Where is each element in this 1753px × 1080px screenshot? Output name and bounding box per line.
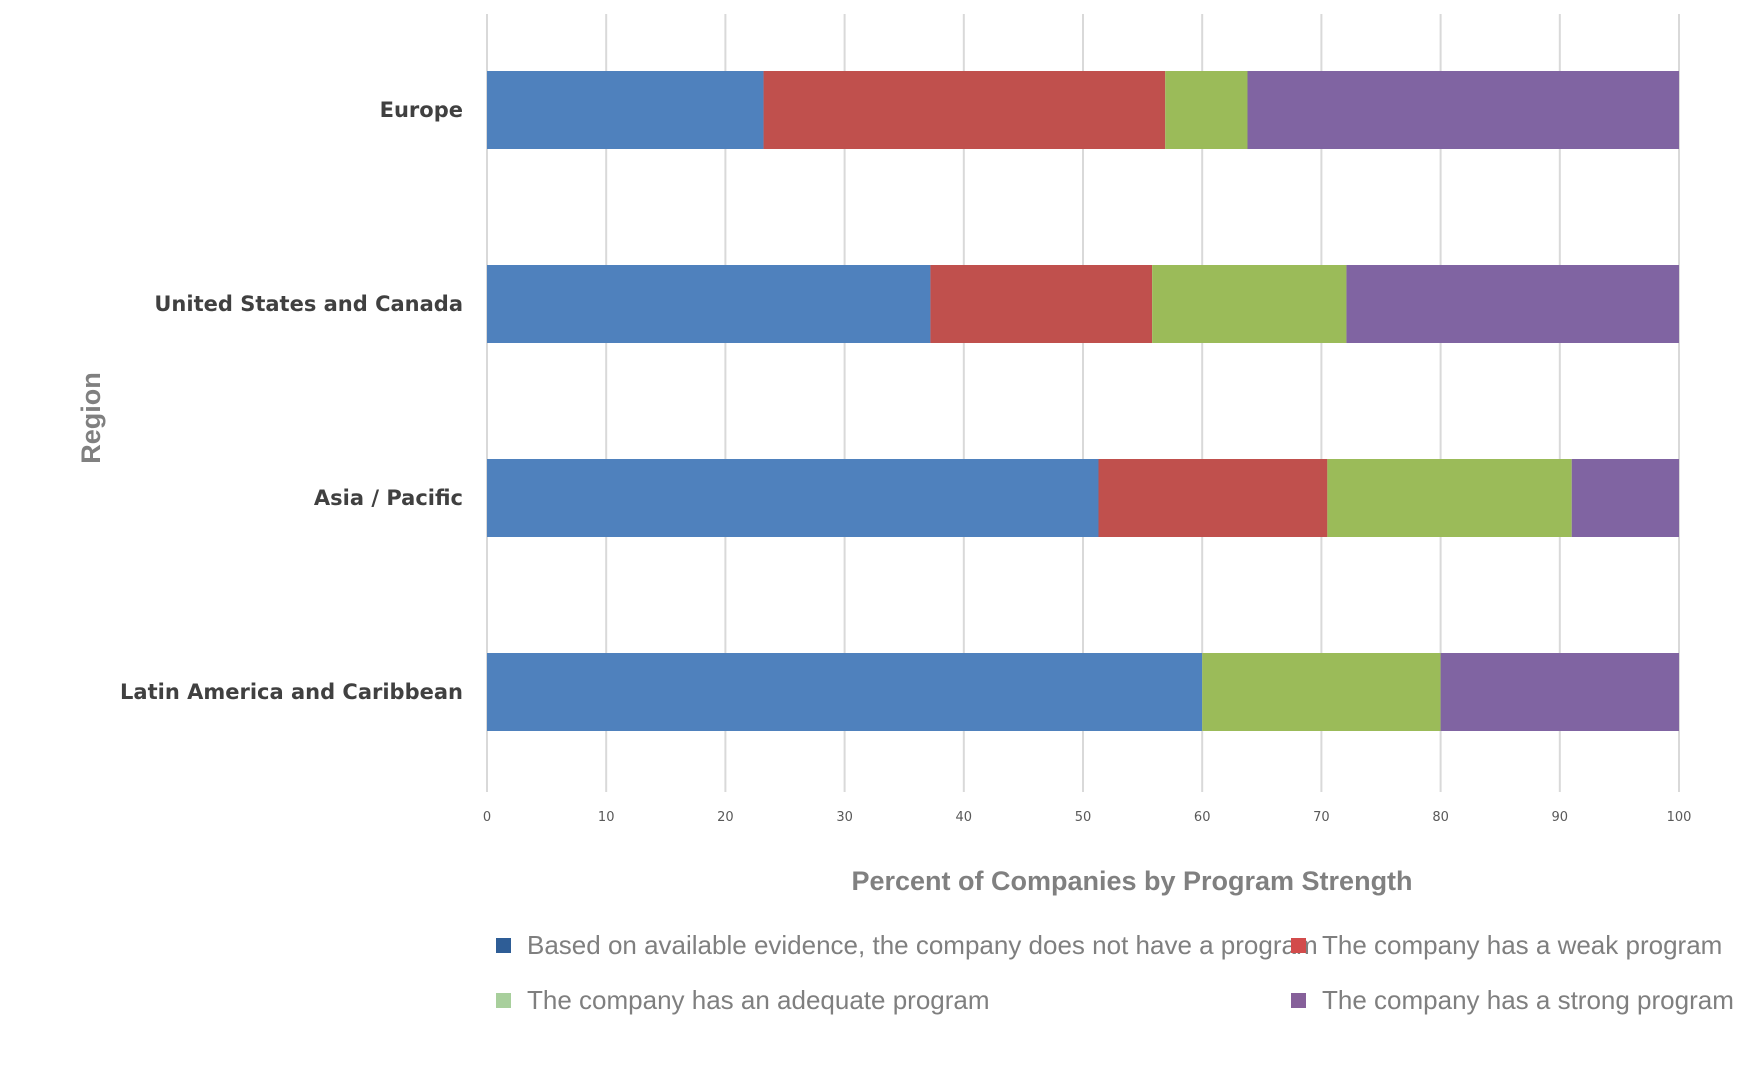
bar-segment (930, 265, 1153, 343)
x-tick-label: 30 (836, 810, 853, 825)
x-axis-title: Percent of Companies by Program Strength (851, 866, 1412, 896)
x-tick-labels: 0 10 20 30 40 50 60 70 80 90 100 (483, 810, 1692, 825)
x-tick-label: 40 (956, 810, 973, 825)
legend-swatch (496, 993, 511, 1008)
bar-segment (763, 71, 1166, 149)
legend-label: The company has an adequate program (527, 985, 990, 1015)
y-axis-title: Region (76, 372, 106, 464)
x-tick-label: 50 (1075, 810, 1092, 825)
bar-segment (487, 459, 1099, 537)
legend-label: The company has a weak program (1322, 930, 1723, 960)
x-tick-label: 0 (483, 810, 491, 825)
x-tick-label: 60 (1194, 810, 1211, 825)
bar-segment (1202, 653, 1441, 731)
bar-segment (1165, 71, 1248, 149)
category-label: United States and Canada (154, 292, 463, 316)
x-tick-label: 100 (1667, 810, 1692, 825)
bar-segment (1152, 265, 1347, 343)
legend-item-strong: The company has a strong program (1291, 985, 1734, 1016)
legend-swatch (1291, 993, 1306, 1008)
x-tick-label: 10 (598, 810, 615, 825)
bar-segment (1346, 265, 1679, 343)
bar-segment (1247, 71, 1679, 149)
bar-segment (1098, 459, 1328, 537)
bar-segment (1571, 459, 1679, 537)
legend-label: The company has a strong program (1322, 985, 1734, 1015)
bar-segment (487, 71, 764, 149)
x-tick-label: 80 (1432, 810, 1449, 825)
legend-item-weak: The company has a weak program (1291, 930, 1722, 961)
legend-item-adequate: The company has an adequate program (496, 985, 990, 1016)
category-label: Asia / Pacific (314, 486, 463, 510)
x-tick-label: 20 (717, 810, 734, 825)
x-tick-label: 90 (1552, 810, 1569, 825)
bar-segment (1440, 653, 1679, 731)
category-label: Latin America and Caribbean (120, 680, 463, 704)
bars (487, 71, 1679, 731)
legend-item-no-program: Based on available evidence, the company… (496, 930, 1318, 961)
bar-segment (487, 265, 931, 343)
x-tick-label: 70 (1313, 810, 1330, 825)
legend-swatch (496, 938, 511, 953)
legend-label: Based on available evidence, the company… (527, 930, 1318, 960)
bar-segment (487, 653, 1203, 731)
category-labels: Europe United States and Canada Asia / Pac… (120, 98, 463, 704)
category-label: Europe (380, 98, 463, 122)
legend-swatch (1291, 938, 1306, 953)
bar-segment (1327, 459, 1572, 537)
